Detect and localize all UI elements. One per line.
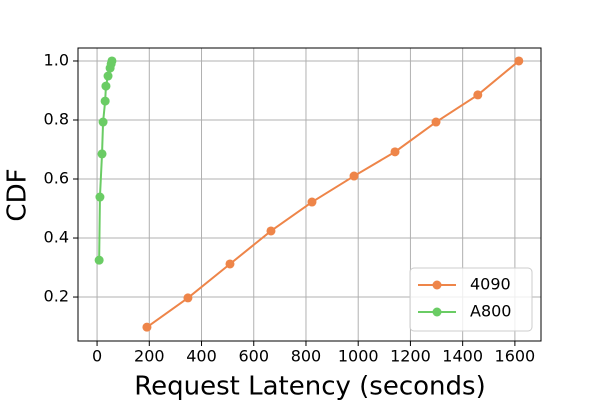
series-line bbox=[98, 60, 113, 261]
x-tick-label: 400 bbox=[186, 347, 217, 366]
point bbox=[266, 226, 276, 236]
point bbox=[107, 56, 117, 66]
point bbox=[225, 259, 235, 269]
point bbox=[473, 90, 483, 100]
point bbox=[390, 147, 400, 157]
point bbox=[95, 192, 105, 202]
series-line bbox=[146, 60, 520, 328]
point bbox=[514, 56, 524, 66]
axes-frame bbox=[77, 47, 542, 342]
point bbox=[349, 171, 359, 181]
x-tick-label: 1600 bbox=[495, 347, 536, 366]
x-axis-label: Request Latency (seconds) bbox=[134, 372, 485, 400]
point bbox=[103, 71, 113, 81]
point bbox=[97, 149, 107, 159]
x-tick-label: 1400 bbox=[442, 347, 483, 366]
x-tick-label: 200 bbox=[134, 347, 165, 366]
y-tick-label: 0.2 bbox=[44, 287, 69, 306]
point bbox=[142, 322, 152, 332]
x-tick-label: 1000 bbox=[338, 347, 379, 366]
point bbox=[98, 117, 108, 127]
point bbox=[94, 255, 104, 265]
legend-label: 4090 bbox=[470, 275, 511, 294]
legend-label: A800 bbox=[470, 302, 511, 321]
legend-marker bbox=[432, 307, 442, 317]
point bbox=[101, 81, 111, 91]
legend: 4090 A800 bbox=[409, 267, 533, 332]
point bbox=[307, 197, 317, 207]
y-tick-label: 0.6 bbox=[44, 169, 69, 188]
legend-marker bbox=[432, 280, 442, 290]
point bbox=[431, 117, 441, 127]
point bbox=[183, 293, 193, 303]
point bbox=[100, 96, 110, 106]
y-axis-label: CDF bbox=[3, 168, 33, 221]
x-tick-label: 0 bbox=[92, 347, 102, 366]
x-tick-label: 600 bbox=[238, 347, 269, 366]
y-tick-label: 0.8 bbox=[44, 109, 69, 128]
y-tick-label: 0.4 bbox=[44, 228, 69, 247]
x-tick-label: 1200 bbox=[390, 347, 431, 366]
x-tick-label: 800 bbox=[291, 347, 322, 366]
y-tick-label: 1.0 bbox=[44, 50, 69, 69]
